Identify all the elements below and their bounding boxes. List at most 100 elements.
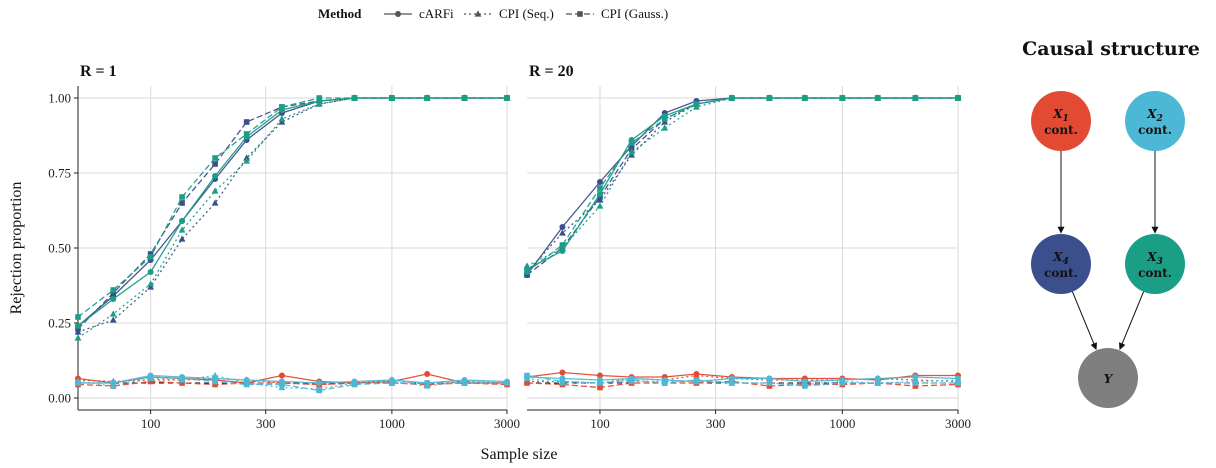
y-tick-label: 0.00 [48, 391, 71, 406]
legend-key-marker [474, 10, 482, 17]
data-point [661, 380, 668, 386]
data-point [278, 115, 286, 122]
y-tick-label: 0.25 [48, 316, 71, 331]
data-point [955, 380, 961, 386]
series-x4 [74, 94, 511, 335]
data-point [75, 323, 81, 329]
data-point [874, 95, 881, 101]
data-point [147, 374, 154, 380]
series-line [77, 97, 507, 339]
node-label: Y [1104, 372, 1114, 386]
x-axis-title: Sample size [481, 446, 558, 463]
series-x2 [523, 374, 962, 388]
data-point [178, 226, 186, 233]
data-point [74, 334, 82, 341]
data-point [596, 179, 603, 185]
data-point [212, 155, 218, 161]
data-point [110, 380, 117, 386]
data-point [461, 95, 468, 101]
data-point [596, 191, 603, 197]
series-line [526, 97, 958, 273]
data-point [729, 380, 735, 386]
node-circle [1078, 348, 1138, 408]
series-x3 [524, 95, 961, 275]
data-point [874, 380, 881, 386]
data-point [461, 380, 468, 386]
data-point [351, 381, 358, 388]
x-tick-label: 3000 [494, 416, 520, 431]
data-point [243, 119, 250, 125]
data-point [147, 280, 155, 287]
data-point [179, 375, 185, 382]
data-point [212, 173, 219, 179]
data-point [279, 381, 285, 388]
diagram-edge [1118, 291, 1145, 350]
data-point [109, 316, 117, 323]
node-circle [1125, 234, 1185, 294]
data-point [524, 372, 530, 379]
data-point [179, 200, 185, 206]
data-point [212, 378, 218, 385]
data-point [729, 95, 735, 101]
data-point [802, 95, 808, 101]
x-tick-label: 100 [141, 416, 161, 431]
data-point [147, 269, 154, 275]
data-point [504, 95, 510, 101]
data-point [243, 381, 250, 388]
legend-label: CPI (Gauss.) [601, 6, 668, 21]
diagram-title: Causal structure [1022, 38, 1200, 60]
legend-label: CPI (Seq.) [499, 6, 554, 21]
series-x3 [75, 95, 510, 329]
node-circle [1031, 91, 1091, 151]
series-line [526, 97, 958, 267]
data-point [147, 251, 154, 257]
chart-panel: R = 1 100 300 1000 3000 0.00 0.25 0.50 0.75 1.00 [48, 63, 520, 431]
series-x3 [75, 95, 510, 320]
series-line [77, 97, 507, 327]
legend-item: CPI (Seq.) [464, 6, 554, 21]
data-point [212, 161, 218, 167]
x-tick-label: 3000 [945, 416, 971, 431]
legend: Method cARFi CPI (Seq.) CPI (Gauss.) [318, 6, 668, 21]
data-point [316, 387, 323, 394]
data-point [211, 371, 219, 379]
data-point [179, 218, 186, 224]
data-point [912, 95, 919, 101]
node-circle [1031, 234, 1091, 294]
node-subscript: 2 [1156, 114, 1163, 124]
data-point [178, 235, 186, 242]
series-x3 [523, 94, 962, 269]
series-x3 [524, 95, 961, 272]
series-x4 [524, 95, 961, 278]
data-point [766, 375, 773, 382]
data-point [912, 380, 919, 386]
data-point [316, 380, 323, 386]
data-point [559, 242, 566, 248]
series-x1 [524, 369, 961, 383]
x-tick-label: 1000 [379, 416, 405, 431]
data-point [693, 101, 700, 107]
data-point [693, 377, 700, 383]
data-point [211, 199, 219, 206]
data-point [75, 380, 81, 386]
panel-title: R = 20 [529, 63, 574, 80]
y-tick-label: 1.00 [48, 91, 71, 106]
series-line [77, 97, 507, 318]
node-subscript: 1 [1063, 114, 1069, 124]
data-point [912, 374, 919, 380]
data-point [874, 375, 881, 382]
data-point [504, 380, 510, 386]
legend-key-marker [577, 11, 583, 17]
data-point [839, 380, 846, 386]
x-tick-label: 300 [706, 416, 726, 431]
data-point [110, 290, 117, 296]
legend-key-marker [395, 11, 401, 17]
legend-label: cARFi [419, 6, 454, 21]
legend-title: Method [318, 6, 362, 21]
series-x1 [524, 378, 961, 391]
node-type: cont. [1138, 266, 1172, 280]
